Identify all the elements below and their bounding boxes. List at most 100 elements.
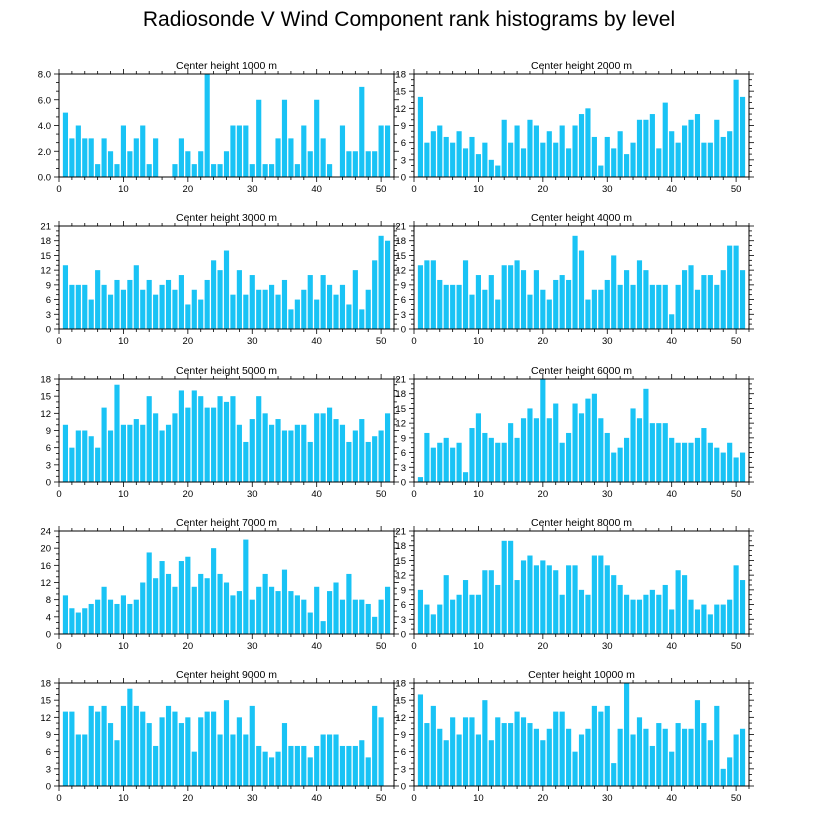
histogram-bar [707,614,713,634]
histogram-bar [598,289,604,329]
x-tick-label: 50 [376,184,387,195]
y-tick-label: 0 [46,630,51,641]
histogram-bar [320,413,326,482]
histogram-bar [101,284,107,329]
histogram-bar [327,407,333,482]
y-tick-label: 6 [46,443,51,454]
x-tick-label: 50 [731,641,742,652]
histogram-bar [159,717,165,786]
x-tick-label: 10 [473,489,484,500]
x-tick-label: 10 [118,489,129,500]
x-tick-label: 30 [247,489,258,500]
histogram-bar [198,151,204,177]
histogram-bar [527,555,533,634]
y-tick-label: 12 [395,419,406,430]
histogram-bar [217,164,223,177]
histogram-bar [720,136,726,177]
histogram-bar [191,390,197,482]
histogram-bar [352,270,358,329]
histogram-bar [462,717,469,786]
histogram-bar [127,151,133,177]
histogram-bar [327,734,333,786]
histogram-bar [243,294,249,329]
y-tick-label: 2.0 [38,147,51,158]
histogram-bar [172,711,178,786]
histogram-bar [482,570,488,634]
histogram-bar [204,711,210,786]
x-tick-label: 30 [602,793,613,804]
histogram-bar [359,599,365,634]
histogram-bar [339,284,346,329]
x-tick-label: 0 [56,641,61,652]
histogram-bar [159,430,165,482]
histogram-bar [178,723,184,786]
histogram-bar [617,584,623,634]
y-tick-label: 18 [395,541,406,552]
histogram-bar [230,294,236,329]
histogram-bar [527,723,533,786]
histogram-bar [69,711,75,786]
histogram-bar [372,436,378,482]
histogram-bar [275,591,281,634]
histogram-bar [662,102,668,177]
histogram-bar [636,418,643,482]
histogram-bar [733,565,739,634]
histogram-bar [540,560,546,634]
histogram-bar [165,573,172,634]
histogram-panel-9: Center height 9000 m 0 10 20 30 40 50 0 3 6 9 12 15 1… [40,669,399,804]
histogram-bar [320,275,326,329]
histogram-bar [617,447,623,482]
histogram-bar [140,424,146,482]
histogram-bar [649,114,655,177]
x-tick-label: 0 [56,793,61,804]
y-tick-label: 12 [40,713,51,724]
x-tick-label: 0 [411,336,416,347]
histogram-bar [462,580,469,634]
histogram-bar [198,573,204,634]
histogram-bar [707,442,713,482]
histogram-bar [211,548,217,634]
y-tick-label: 18 [395,236,406,247]
x-tick-label: 10 [473,641,484,652]
histogram-bar [301,424,307,482]
histogram-bar [630,734,636,786]
y-tick-label: 18 [395,70,406,81]
x-tick-label: 30 [602,336,613,347]
x-tick-label: 30 [247,641,258,652]
histogram-bar [733,79,739,177]
histogram-bar [688,119,694,177]
histogram-bar [359,419,365,482]
histogram-bar [727,131,733,177]
histogram-bar [146,279,152,329]
y-tick-label: 12 [40,409,51,420]
y-tick-label: 18 [40,236,51,247]
histogram-bar [191,289,197,329]
histogram-bar [624,683,630,786]
histogram-bar [307,275,313,329]
histogram-bar [720,452,726,482]
histogram-bar [508,723,514,786]
histogram-bar [656,423,662,482]
x-tick-label: 0 [56,184,61,195]
histogram-bar [566,565,572,634]
histogram-bar [591,705,597,786]
histogram-bar [159,561,165,634]
histogram-bar [585,398,591,482]
x-tick-label: 40 [311,793,322,804]
histogram-bar [346,151,352,177]
histogram-bar [727,599,733,634]
histogram-bar [482,289,488,329]
histogram-bar [346,441,352,482]
histogram-bar [701,428,707,482]
histogram-bar [578,114,585,177]
histogram-bar [701,142,707,177]
histogram-bar [359,740,365,786]
histogram-bar [437,125,443,177]
histogram-bar [120,125,126,177]
histogram-bar [327,164,333,177]
histogram-bar [462,472,469,482]
histogram-bar [262,164,268,177]
histogram-bar [649,284,655,329]
histogram-bar [294,424,300,482]
histogram-bar [359,86,365,177]
